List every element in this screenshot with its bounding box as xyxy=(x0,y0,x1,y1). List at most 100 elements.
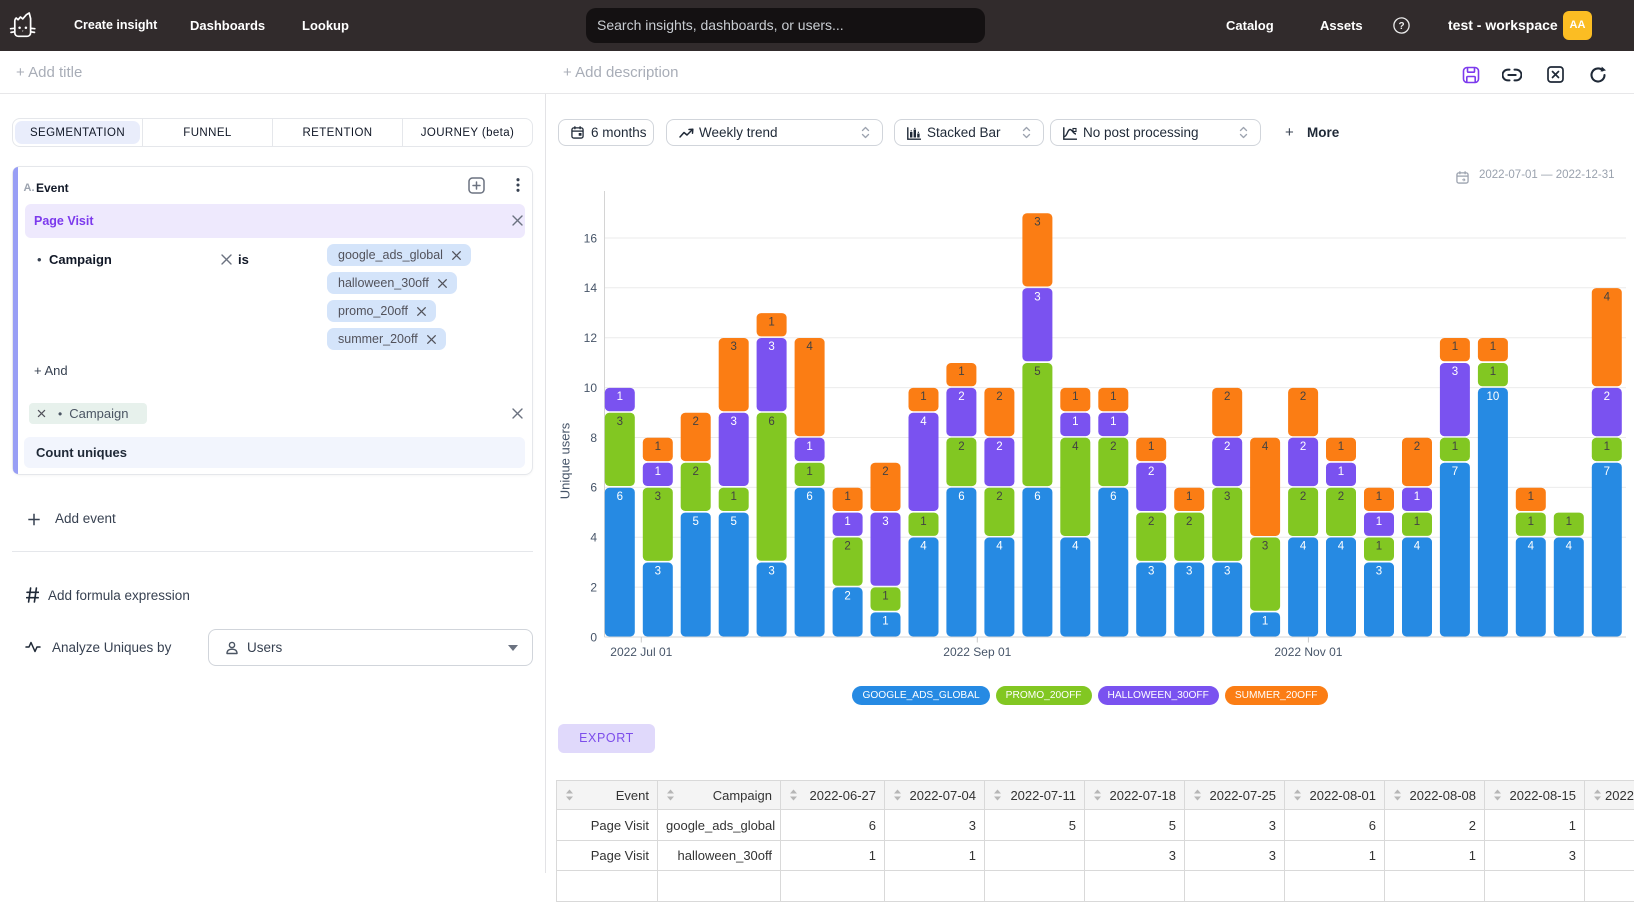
svg-text:1: 1 xyxy=(768,316,774,328)
svg-text:3: 3 xyxy=(1034,291,1040,303)
svg-text:3: 3 xyxy=(1262,541,1268,553)
svg-text:2: 2 xyxy=(1300,491,1306,503)
svg-text:2: 2 xyxy=(1148,466,1154,478)
svg-text:1: 1 xyxy=(655,441,661,453)
svg-text:8: 8 xyxy=(590,431,597,445)
svg-text:1: 1 xyxy=(920,516,926,528)
svg-text:3: 3 xyxy=(1224,566,1230,578)
svg-text:10: 10 xyxy=(584,381,598,395)
svg-text:12: 12 xyxy=(584,331,598,345)
svg-text:6: 6 xyxy=(806,491,812,503)
svg-text:3: 3 xyxy=(730,341,736,353)
svg-text:2: 2 xyxy=(1186,516,1192,528)
svg-text:1: 1 xyxy=(806,441,812,453)
svg-text:1: 1 xyxy=(1072,391,1078,403)
svg-text:4: 4 xyxy=(1300,541,1307,553)
svg-text:3: 3 xyxy=(1224,491,1230,503)
svg-text:4: 4 xyxy=(1414,541,1421,553)
svg-text:1: 1 xyxy=(1376,491,1382,503)
svg-text:1: 1 xyxy=(1452,341,1458,353)
svg-text:6: 6 xyxy=(1110,491,1116,503)
svg-text:2022 Nov 01: 2022 Nov 01 xyxy=(1274,645,1342,659)
svg-text:5: 5 xyxy=(692,516,698,528)
svg-text:2: 2 xyxy=(996,491,1002,503)
svg-text:4: 4 xyxy=(920,541,927,553)
svg-text:3: 3 xyxy=(617,416,623,428)
svg-text:1: 1 xyxy=(1186,491,1192,503)
svg-text:3: 3 xyxy=(768,566,774,578)
svg-text:2: 2 xyxy=(1148,516,1154,528)
svg-text:1: 1 xyxy=(882,591,888,603)
svg-text:2: 2 xyxy=(1414,441,1420,453)
svg-text:3: 3 xyxy=(1452,366,1458,378)
svg-text:1: 1 xyxy=(1528,516,1534,528)
svg-text:1: 1 xyxy=(1376,541,1382,553)
svg-text:4: 4 xyxy=(1566,541,1573,553)
svg-text:4: 4 xyxy=(1072,541,1079,553)
svg-text:2: 2 xyxy=(1604,391,1610,403)
svg-text:1: 1 xyxy=(1072,416,1078,428)
svg-text:10: 10 xyxy=(1487,391,1500,403)
svg-text:1: 1 xyxy=(730,491,736,503)
svg-text:4: 4 xyxy=(1528,541,1535,553)
svg-text:5: 5 xyxy=(730,516,736,528)
svg-text:2: 2 xyxy=(1338,491,1344,503)
svg-text:1: 1 xyxy=(1338,466,1344,478)
svg-text:4: 4 xyxy=(996,541,1003,553)
svg-text:1: 1 xyxy=(1452,441,1458,453)
svg-text:1: 1 xyxy=(844,516,850,528)
svg-text:6: 6 xyxy=(768,416,774,428)
svg-text:1: 1 xyxy=(882,616,888,628)
svg-text:2: 2 xyxy=(1300,441,1306,453)
svg-text:1: 1 xyxy=(1490,366,1496,378)
svg-text:4: 4 xyxy=(1338,541,1345,553)
svg-text:5: 5 xyxy=(1034,366,1040,378)
svg-text:2022 Jul 01: 2022 Jul 01 xyxy=(610,645,672,659)
svg-text:1: 1 xyxy=(806,466,812,478)
svg-text:2: 2 xyxy=(590,580,597,594)
svg-text:3: 3 xyxy=(655,491,661,503)
svg-text:3: 3 xyxy=(1148,566,1154,578)
svg-text:1: 1 xyxy=(1490,341,1496,353)
svg-text:2: 2 xyxy=(996,441,1002,453)
svg-text:4: 4 xyxy=(806,341,813,353)
svg-text:1: 1 xyxy=(1376,516,1382,528)
svg-text:14: 14 xyxy=(584,281,598,295)
svg-text:2: 2 xyxy=(692,466,698,478)
svg-text:3: 3 xyxy=(730,416,736,428)
svg-text:2: 2 xyxy=(692,416,698,428)
svg-text:1: 1 xyxy=(1604,441,1610,453)
svg-text:6: 6 xyxy=(590,481,597,495)
svg-text:6: 6 xyxy=(958,491,964,503)
svg-text:1: 1 xyxy=(1566,516,1572,528)
svg-text:1: 1 xyxy=(844,491,850,503)
svg-text:2: 2 xyxy=(1224,441,1230,453)
svg-text:16: 16 xyxy=(584,231,598,245)
svg-text:1: 1 xyxy=(1110,391,1116,403)
svg-text:1: 1 xyxy=(617,391,623,403)
svg-text:6: 6 xyxy=(617,491,623,503)
svg-text:3: 3 xyxy=(1376,566,1382,578)
svg-text:1: 1 xyxy=(1262,616,1268,628)
svg-text:7: 7 xyxy=(1604,466,1610,478)
svg-text:1: 1 xyxy=(1414,516,1420,528)
svg-text:3: 3 xyxy=(1034,217,1040,229)
svg-text:4: 4 xyxy=(1604,291,1611,303)
svg-text:4: 4 xyxy=(590,531,597,545)
svg-text:4: 4 xyxy=(920,416,927,428)
svg-text:2: 2 xyxy=(1110,441,1116,453)
svg-text:3: 3 xyxy=(882,516,888,528)
svg-text:2: 2 xyxy=(844,541,850,553)
svg-text:3: 3 xyxy=(655,566,661,578)
svg-text:2: 2 xyxy=(996,391,1002,403)
svg-text:2: 2 xyxy=(958,391,964,403)
svg-text:2: 2 xyxy=(1300,391,1306,403)
svg-text:1: 1 xyxy=(1338,441,1344,453)
svg-text:1: 1 xyxy=(1148,441,1154,453)
svg-text:1: 1 xyxy=(1528,491,1534,503)
svg-text:2: 2 xyxy=(958,441,964,453)
svg-text:2: 2 xyxy=(844,591,850,603)
svg-text:7: 7 xyxy=(1452,466,1458,478)
svg-text:1: 1 xyxy=(1414,491,1420,503)
svg-text:1: 1 xyxy=(958,366,964,378)
